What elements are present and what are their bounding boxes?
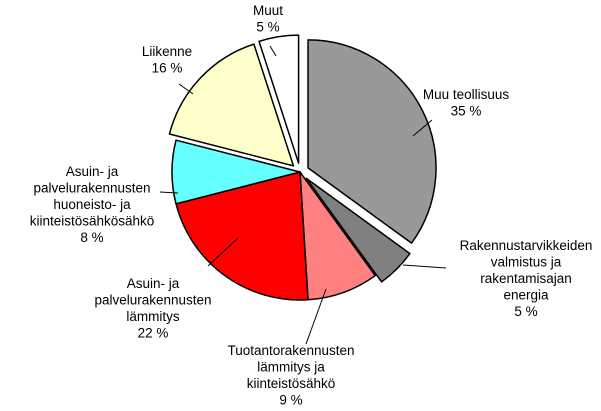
slice-label-line: lämmitys: [126, 309, 179, 324]
pie-slice-3: [175, 171, 309, 301]
slice-label-line: energia: [503, 288, 549, 303]
slice-label-line: huoneisto- ja: [53, 197, 131, 212]
pie-slices: [168, 34, 437, 301]
pie-slice-5: [168, 43, 295, 167]
leader-lines: [159, 45, 447, 345]
slice-label-line: 5 %: [514, 304, 537, 319]
pie-slice-6: [258, 34, 300, 164]
slice-label-0: Muu teollisuus 35 %: [423, 87, 510, 119]
slice-label-line: Liikenne: [142, 44, 192, 59]
slice-label-line: valmistus ja: [491, 255, 562, 270]
slice-label-line: palvelurakennusten: [94, 293, 211, 308]
slice-label-line: 8 %: [80, 230, 103, 245]
leader-line-5: [178, 83, 194, 95]
leader-line-0: [412, 119, 433, 137]
slice-label-line: Asuin- ja: [127, 276, 180, 291]
slice-label-line: kiinteistösähkö: [247, 376, 336, 391]
leader-line-2: [305, 288, 327, 345]
slice-label-line: palvelurakennusten: [33, 181, 150, 196]
slice-label-line: 9 %: [279, 393, 302, 408]
slice-label-line: Tuotantorakennusten: [227, 343, 354, 358]
slice-label-line: Rakennustarvikkeiden: [460, 238, 593, 253]
leader-line-1: [402, 264, 447, 269]
leader-line-4: [159, 191, 179, 194]
pie-slice-0: [307, 39, 437, 244]
slice-label-line: 16 %: [152, 61, 183, 76]
slice-label-line: 5 %: [256, 20, 279, 35]
slice-label-line: kiinteistösähkösähkö: [30, 214, 155, 229]
pie-slice-4: [171, 139, 301, 205]
slice-label-line: Asuin- ja: [66, 164, 119, 179]
slice-label-line: lämmitys ja: [257, 360, 325, 375]
slice-label-6: Muut 5 %: [253, 3, 283, 35]
slice-label-line: 22 %: [138, 326, 169, 341]
leader-line-6: [269, 45, 277, 57]
slice-label-line: Muu teollisuus: [423, 87, 510, 102]
slice-label-line: rakentamisajan: [480, 271, 572, 286]
pie-slice-1: [305, 177, 411, 283]
slice-label-line: 35 %: [451, 104, 482, 119]
slice-label-1: Rakennustarvikkeiden valmistus ja rakentam…: [460, 238, 593, 319]
slice-label-4: Asuin- ja palvelurakennusten huoneisto- ja…: [30, 164, 155, 245]
slice-labels: Muu teollisuus 35 % Rakennustarvikkeiden va…: [30, 3, 593, 408]
leader-line-3: [207, 237, 239, 267]
slice-label-line: Muut: [253, 3, 283, 18]
slice-label-5: Liikenne 16 %: [142, 44, 192, 76]
slice-label-3: Asuin- ja palvelurakennusten lämmitys 22 %: [94, 276, 211, 341]
slice-label-2: Tuotantorakennusten lämmitys ja kiinteistö…: [227, 343, 354, 408]
